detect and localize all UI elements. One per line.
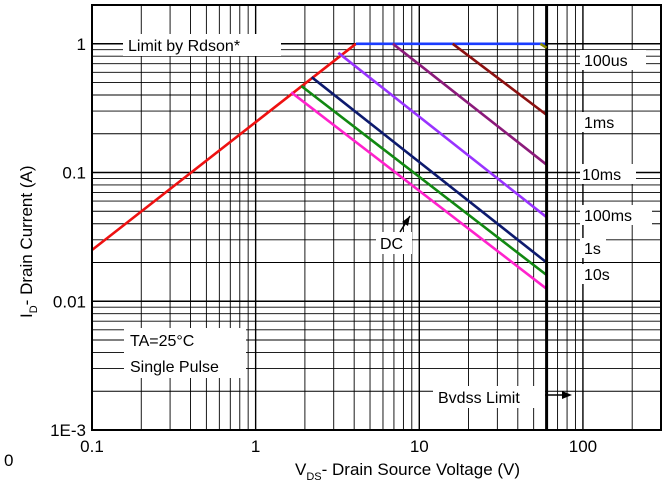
conditions-label-bg — [124, 328, 246, 378]
bvdss-label: Bvdss Limit — [438, 390, 520, 407]
y-axis-title: ID- Drain Current (A) — [17, 166, 40, 319]
ta-label: TA=25°C — [130, 333, 194, 350]
t10ms-label-bg — [580, 164, 636, 184]
plot-frame — [91, 4, 662, 431]
x-tick-label: 1 — [251, 437, 260, 456]
bvdss-arrowhead — [562, 391, 572, 399]
t100ms-label-bg — [580, 205, 652, 225]
t100ms-label: 100ms — [584, 208, 632, 225]
stray-zero-label: 0 — [4, 451, 13, 470]
series-line-1s — [310, 76, 548, 264]
x-tick-label: 10 — [410, 437, 429, 456]
dc-label-bg — [376, 232, 412, 254]
rdson-label: Limit by Rdson* — [128, 38, 240, 55]
t1ms-label: 1ms — [584, 115, 614, 132]
series-line-1ms — [451, 42, 548, 116]
t10s-label: 10s — [584, 267, 610, 284]
t10ms-label: 10ms — [582, 167, 621, 184]
pulse-label: Single Pulse — [130, 359, 219, 376]
x-tick-label: 0.1 — [80, 437, 104, 456]
series-line-dc — [290, 91, 548, 290]
bvdss-label-bg — [433, 386, 545, 408]
x-tick-label: 100 — [569, 437, 597, 456]
t1s-label-bg — [580, 238, 606, 258]
y-tick-label: 0.1 — [62, 164, 86, 183]
x-axis-title: VDS- Drain Source Voltage (V) — [295, 460, 520, 483]
dc-label: DC — [380, 236, 403, 253]
t1ms-label-bg — [580, 112, 626, 132]
series-line-10ms — [392, 42, 548, 166]
y-tick-label: 0.01 — [53, 292, 86, 311]
rdson-label-bg — [123, 34, 281, 56]
y-tick-label: 1 — [77, 35, 86, 54]
t1s-label: 1s — [584, 241, 601, 258]
series-line-100ms — [337, 51, 548, 219]
dc-arrowhead — [402, 216, 410, 226]
y-tick-labels: 1 0.1 0.01 1E-3 — [50, 35, 86, 440]
series-line-10s — [300, 84, 548, 277]
series-lines — [91, 5, 549, 430]
t100us-label-bg — [580, 50, 646, 70]
x-tick-labels: 0.1 1 10 100 — [80, 437, 597, 456]
t10s-label-bg — [580, 264, 620, 284]
y-tick-label: 1E-3 — [50, 421, 86, 440]
t100us-label: 100us — [584, 53, 628, 70]
series-line-segment — [539, 42, 548, 49]
series-line-limit-by-rdson — [91, 42, 357, 252]
annotations: Limit by Rdson* 100us 1ms 10ms 100ms 1s … — [123, 34, 652, 408]
